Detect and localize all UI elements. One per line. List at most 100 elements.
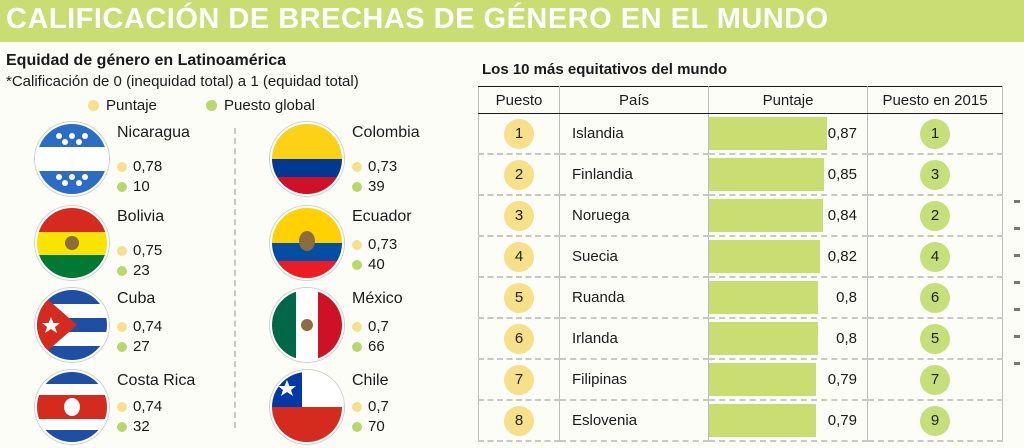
score-bar [709, 199, 823, 232]
cell-prev: 2 [867, 195, 1003, 237]
score-value: 0,74 [133, 398, 163, 415]
rank-row: 23 [117, 262, 150, 279]
country-card-nicaragua: Nicaragua 0,78 10 [35, 122, 255, 200]
latam-subtitle: *Calificación de 0 (inequidad total) a 1… [6, 73, 359, 90]
edge-mark [1014, 227, 1020, 230]
score-bar [709, 322, 818, 355]
country-card-mexico: México 0,7 66 [270, 288, 490, 366]
country-name: Chile [352, 372, 389, 389]
cell-pos: 7 [478, 359, 560, 401]
score-row: 0,73 [352, 236, 397, 253]
rank-value: 23 [133, 262, 150, 279]
country-name: México [352, 290, 403, 307]
prev-rank-badge: 3 [920, 159, 950, 190]
col-header-prev: Puesto en 2015 [867, 86, 1003, 114]
score-value: 0,78 [133, 158, 163, 175]
cell-pos: 3 [478, 195, 560, 237]
rank-row: 32 [117, 418, 150, 435]
rank-row: 70 [352, 418, 385, 435]
position-badge: 6 [504, 323, 534, 354]
country-name: Ruanda [572, 289, 625, 306]
score-row: 0,73 [352, 158, 397, 175]
score-label: 0,85 [827, 166, 857, 183]
cell-score: 0,8 [708, 318, 868, 360]
title-banner: CALIFICACIÓN DE BRECHAS DE GÉNERO EN EL … [0, 0, 1024, 42]
score-bar [709, 281, 818, 314]
cell-score: 0,79 [708, 400, 868, 442]
score-value: 0,73 [368, 158, 398, 175]
rank-value: 39 [368, 178, 385, 195]
country-card-chile: Chile 0,7 70 [270, 370, 490, 448]
country-card-colombia: Colombia 0,73 39 [270, 122, 490, 200]
rank-value: 70 [368, 418, 385, 435]
cell-country: Filipinas [559, 359, 709, 401]
edge-mark [1014, 281, 1020, 284]
position-badge: 5 [504, 282, 534, 313]
cell-pos: 2 [478, 154, 560, 196]
position-badge: 4 [504, 241, 534, 272]
rank-value: 27 [133, 338, 150, 355]
country-name: Cuba [117, 290, 156, 307]
score-row: 0,75 [117, 242, 162, 259]
yellow-dot-icon [117, 401, 127, 412]
score-bar-wrap: 0,82 [709, 237, 867, 276]
cell-score: 0,79 [708, 359, 868, 401]
score-row: 0,74 [117, 318, 162, 335]
score-value: 0,74 [133, 318, 163, 335]
ecuador-flag-icon [270, 206, 344, 280]
rank-value: 40 [368, 256, 385, 273]
country-name: Suecia [572, 248, 618, 265]
table-row: 3 Noruega 0,84 2 [478, 195, 1003, 237]
score-bar-wrap: 0,8 [709, 278, 867, 317]
country-card-costa-rica: Costa Rica 0,74 32 [35, 370, 255, 448]
rank-row: 10 [117, 178, 150, 195]
yellow-dot-icon [352, 401, 362, 412]
cell-country: Finlandia [559, 154, 709, 196]
cell-country: Irlanda [559, 318, 709, 360]
cell-country: Ruanda [559, 277, 709, 319]
country-name: Noruega [572, 207, 630, 224]
score-bar-wrap: 0,84 [709, 196, 867, 235]
yellow-dot-icon [117, 161, 127, 172]
cell-prev: 9 [867, 400, 1003, 442]
col-header-score: Puntaje [708, 86, 868, 114]
table-body: 1 Islandia 0,87 1 2 Finlandia 0,85 3 3 Noruega 0,8… [478, 113, 1003, 442]
position-badge: 1 [504, 118, 534, 149]
score-value: 0,7 [368, 398, 389, 415]
score-row: 0,78 [117, 158, 162, 175]
table-row: 8 Eslovenia 0,79 9 [478, 400, 1003, 442]
cell-pos: 1 [478, 113, 560, 155]
green-dot-icon [117, 265, 127, 276]
green-dot-icon [117, 421, 127, 432]
country-card-ecuador: Ecuador 0,73 40 [270, 206, 490, 284]
cell-pos: 8 [478, 400, 560, 442]
country-name: Filipinas [572, 371, 628, 388]
score-bar-wrap: 0,8 [709, 319, 867, 358]
cell-pos: 6 [478, 318, 560, 360]
score-row: 0,7 [352, 318, 389, 335]
prev-rank-badge: 6 [920, 282, 950, 313]
green-dot-icon [352, 421, 362, 432]
colombia-flag-icon [270, 122, 344, 196]
cell-score: 0,84 [708, 195, 868, 237]
country-card-bolivia: Bolivia 0,75 23 [35, 206, 255, 284]
prev-rank-badge: 5 [920, 323, 950, 354]
position-badge: 3 [504, 200, 534, 231]
cuba-flag-icon [35, 288, 109, 362]
yellow-dot-icon [352, 161, 362, 172]
table-row: 1 Islandia 0,87 1 [478, 113, 1003, 155]
score-bar-wrap: 0,79 [709, 360, 867, 399]
country-name: Islandia [572, 125, 624, 142]
edge-mark [1014, 254, 1020, 257]
table-header-row: Puesto País Puntaje Puesto en 2015 [478, 86, 1003, 114]
green-dot-icon [352, 181, 362, 192]
cell-prev: 3 [867, 154, 1003, 196]
prev-rank-badge: 9 [920, 405, 950, 436]
table-row: 7 Filipinas 0,79 7 [478, 359, 1003, 401]
score-bar [709, 240, 820, 273]
table-row: 4 Suecia 0,82 4 [478, 236, 1003, 278]
prev-rank-badge: 7 [920, 364, 950, 395]
edge-marks [1014, 200, 1024, 433]
col-header-pos: Puesto [478, 86, 560, 114]
table-row: 5 Ruanda 0,8 6 [478, 277, 1003, 319]
